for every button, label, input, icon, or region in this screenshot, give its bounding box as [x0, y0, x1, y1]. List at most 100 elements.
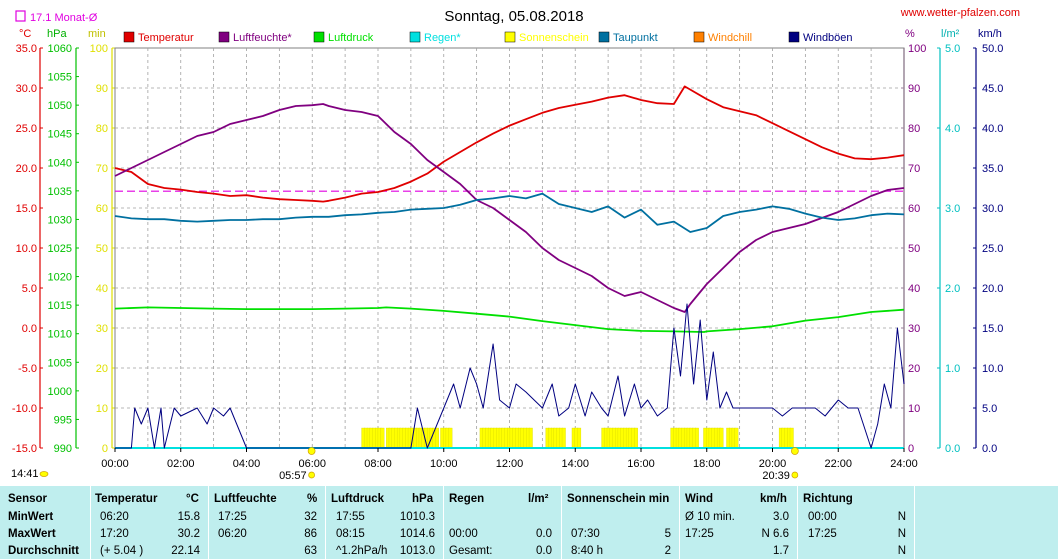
humidity_pct-tick-label: 100	[908, 43, 926, 55]
wind_kmh-tick-label: 50.0	[982, 43, 1003, 55]
stats-pres-time: 08:15	[336, 528, 365, 540]
temperature_c-tick-label: 0.0	[22, 323, 37, 335]
pressure_hpa-tick-label: 1005	[48, 357, 72, 369]
grid	[114, 47, 905, 449]
stats-hum-val: 86	[304, 528, 317, 540]
pressure_hpa-tick-label: 1020	[48, 272, 72, 284]
stats-sun-time: 07:30	[571, 528, 600, 540]
humidity_pct-tick-label: 0	[908, 443, 914, 455]
wind_kmh-tick-label: 0.0	[982, 443, 997, 455]
unit-wind: km/h	[978, 28, 1002, 40]
legend-label: Luftfeuchte*	[233, 32, 292, 44]
x-tick-label: 14:00	[561, 458, 589, 470]
unit-rain: l/m²	[941, 28, 960, 40]
series-taupunkt	[114, 192, 905, 233]
legend-label: Windböen	[803, 32, 853, 44]
humidity_pct-tick-label: 80	[908, 123, 920, 135]
sunshine-bar	[789, 427, 794, 449]
series-luftdruck	[114, 306, 905, 333]
series-windböen	[115, 303, 905, 449]
series-luftfeuchte	[114, 103, 905, 313]
legend-swatch	[123, 31, 135, 43]
x-tick-label: 12:00	[496, 458, 524, 470]
humidity_pct-tick-label: 70	[908, 163, 920, 175]
stats-row: Durchschnitt (+ 5.04 ) 22.14 63 ^1.2hPa/h 101…	[0, 542, 1058, 560]
x-tick-label: 04:00	[233, 458, 261, 470]
x-tick-label: 08:00	[364, 458, 392, 470]
pressure_hpa-tick-label: 995	[54, 414, 72, 426]
temperature_c-tick-label: 35.0	[16, 43, 37, 55]
legend-label: Windchill	[708, 32, 752, 44]
sunshine_min-tick-label: 50	[96, 243, 108, 255]
x-tick-label: 16:00	[627, 458, 655, 470]
legend-swatch	[598, 31, 610, 43]
legend-swatch	[504, 31, 516, 43]
x-tick-label: 22:00	[824, 458, 852, 470]
x-tick-label: 10:00	[430, 458, 458, 470]
pressure_hpa-tick-label: 1055	[48, 72, 72, 84]
stats-rain-val: 0.0	[536, 545, 552, 557]
hdr-pres-unit: hPa	[412, 493, 434, 505]
pressure_hpa-tick-label: 1010	[48, 329, 72, 341]
legend-swatch	[693, 31, 705, 43]
humidity_pct-tick-label: 20	[908, 363, 920, 375]
stats-temp-time: 17:20	[100, 528, 129, 540]
rain_lm2-tick-label: 1.0	[945, 363, 960, 375]
legend-label: Taupunkt	[613, 32, 658, 44]
temperature_c-tick-label: -5.0	[18, 363, 37, 375]
hdr-hum: Luftfeuchte	[214, 493, 277, 505]
sunshine-bar	[577, 427, 582, 449]
pressure_hpa-tick-label: 1035	[48, 186, 72, 198]
stats-dir-val: N	[897, 545, 906, 557]
wind_kmh-tick-label: 25.0	[982, 243, 1003, 255]
hdr-temp: Temperatur	[95, 493, 158, 505]
sunshine_min-tick-label: 80	[96, 123, 108, 135]
stats-wind-val: 1.7	[773, 545, 789, 557]
wind_kmh-tick-label: 35.0	[982, 163, 1003, 175]
pressure_hpa-tick-label: 1025	[48, 243, 72, 255]
stats-rain-val: 0.0	[536, 528, 552, 540]
sunshine-bar	[561, 427, 566, 449]
humidity_pct-tick-label: 60	[908, 203, 920, 215]
temperature_c-tick-label: 10.0	[16, 243, 37, 255]
stats-temp-val: 30.2	[177, 528, 200, 540]
hdr-wind: Wind	[685, 493, 713, 505]
legend-swatch	[313, 31, 325, 43]
sunshine-bar	[435, 427, 439, 449]
stats-label: Durchschnitt	[8, 545, 79, 557]
temperature_c-tick-label: 25.0	[16, 123, 37, 135]
hdr-pres: Luftdruck	[331, 493, 385, 505]
stats-wind-val: N 6.6	[761, 528, 790, 540]
stats-hum-val: 32	[304, 511, 317, 523]
pressure_hpa-tick-label: 1060	[48, 43, 72, 55]
x-tick-label: 06:00	[298, 458, 326, 470]
sunshine-bar	[719, 427, 724, 449]
stats-dir-time: 17:25	[808, 528, 837, 540]
weather-chart: Sonntag, 05.08.2018 www.wetter-pfalzen.c…	[11, 7, 1020, 482]
stats-header-row: Sensor Temperatur °C Luftfeuchte % Luftd…	[0, 490, 1058, 508]
stats-label: MinWert	[8, 511, 54, 523]
pressure_hpa-tick-label: 1000	[48, 386, 72, 398]
rain_lm2-tick-label: 2.0	[945, 283, 960, 295]
stats-hum-time: 06:20	[218, 528, 247, 540]
stats-dir-time: 00:00	[808, 511, 837, 523]
sun-icon	[308, 471, 315, 479]
pressure_hpa-tick-label: 990	[54, 443, 72, 455]
stats-pres-time: 17:55	[336, 511, 365, 523]
stats-temp-time: (+ 5.04 )	[100, 545, 144, 557]
pressure_hpa-tick-label: 1045	[48, 129, 72, 141]
hdr-rain: Regen	[449, 493, 485, 505]
pressure_hpa-tick-label: 1040	[48, 157, 72, 169]
hdr-dir: Richtung	[803, 493, 853, 505]
unit-sunshine: min	[88, 28, 106, 40]
chart-title: Sonntag, 05.08.2018	[444, 8, 583, 25]
stats-dir-val: N	[897, 528, 906, 540]
legend-label: Luftdruck	[328, 32, 374, 44]
sunshine_min-tick-label: 30	[96, 323, 108, 335]
hdr-rain-unit: l/m²	[528, 493, 549, 505]
wind_kmh-tick-label: 40.0	[982, 123, 1003, 135]
legend-label: Temperatur	[138, 32, 194, 44]
humidity_pct-tick-label: 40	[908, 283, 920, 295]
x-tick-label: 20:00	[759, 458, 787, 470]
sunshine-bar	[694, 427, 699, 449]
